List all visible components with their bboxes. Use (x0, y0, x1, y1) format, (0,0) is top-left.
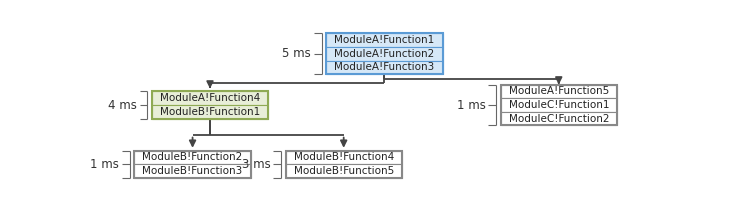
Text: ModuleB!Function5: ModuleB!Function5 (293, 166, 394, 176)
Text: ModuleA!Function1: ModuleA!Function1 (334, 35, 434, 45)
Text: ModuleA!Function3: ModuleA!Function3 (334, 62, 434, 72)
FancyBboxPatch shape (501, 112, 617, 125)
Text: ModuleB!Function4: ModuleB!Function4 (293, 152, 394, 162)
FancyBboxPatch shape (286, 164, 402, 178)
FancyBboxPatch shape (326, 33, 442, 47)
FancyBboxPatch shape (152, 105, 268, 119)
Text: ModuleA!Function4: ModuleA!Function4 (160, 93, 260, 103)
Text: ModuleA!Function2: ModuleA!Function2 (334, 49, 434, 59)
Text: 5 ms: 5 ms (283, 47, 311, 60)
Text: ModuleB!Function1: ModuleB!Function1 (160, 107, 260, 117)
Text: ModuleC!Function2: ModuleC!Function2 (509, 114, 609, 124)
FancyBboxPatch shape (501, 98, 617, 112)
FancyBboxPatch shape (134, 164, 250, 178)
FancyBboxPatch shape (286, 151, 402, 164)
Text: 1 ms: 1 ms (457, 99, 485, 111)
FancyBboxPatch shape (326, 47, 442, 61)
FancyBboxPatch shape (134, 151, 250, 164)
FancyBboxPatch shape (501, 85, 617, 98)
Text: 1 ms: 1 ms (91, 158, 119, 171)
Text: 3 ms: 3 ms (242, 158, 271, 171)
Text: ModuleB!Function3: ModuleB!Function3 (142, 166, 243, 176)
Text: ModuleB!Function2: ModuleB!Function2 (142, 152, 243, 162)
FancyBboxPatch shape (152, 92, 268, 105)
Text: 4 ms: 4 ms (108, 99, 136, 111)
Text: ModuleA!Function5: ModuleA!Function5 (509, 87, 609, 97)
FancyBboxPatch shape (326, 61, 442, 74)
Text: ModuleC!Function1: ModuleC!Function1 (509, 100, 609, 110)
